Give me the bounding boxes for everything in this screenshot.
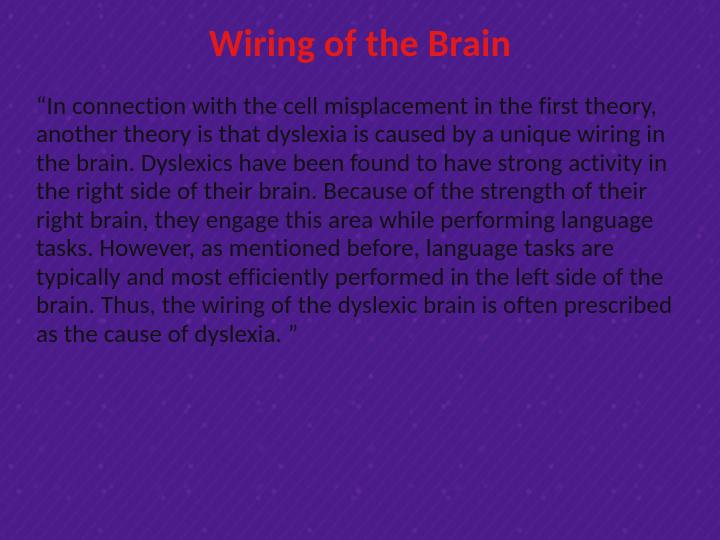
slide-title: Wiring of the Brain xyxy=(36,24,684,66)
slide: Wiring of the Brain “In connection with … xyxy=(0,0,720,540)
slide-content: Wiring of the Brain “In connection with … xyxy=(0,0,720,348)
slide-body-text: “In connection with the cell misplacemen… xyxy=(36,92,684,349)
